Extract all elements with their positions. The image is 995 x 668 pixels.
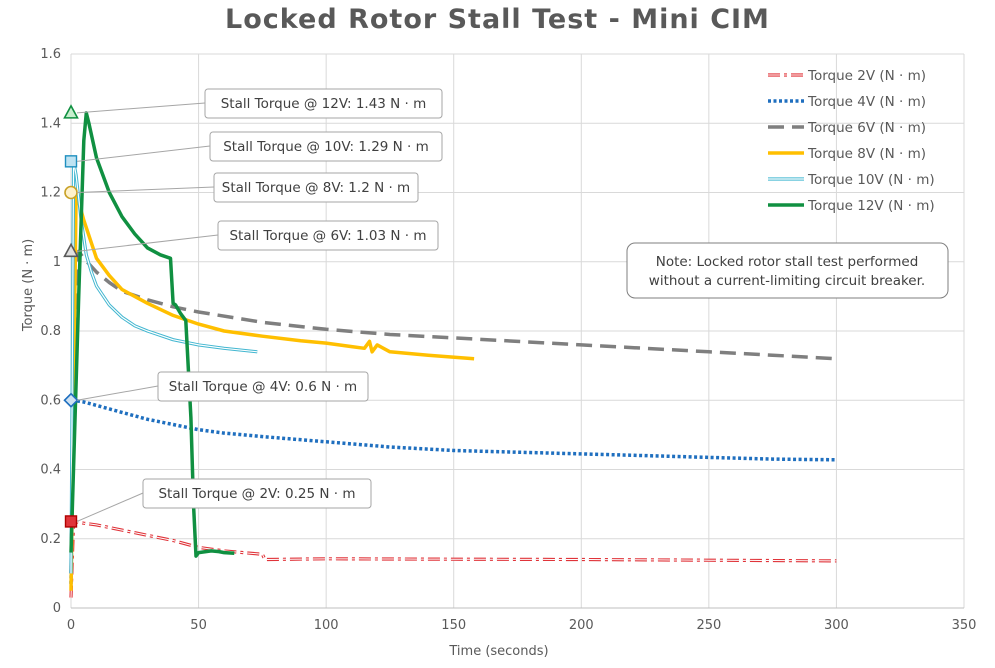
- annotation-leader: [76, 492, 144, 522]
- y-tick-label: 1: [53, 255, 61, 270]
- annotation-label: Stall Torque @ 12V: 1.43 N · m: [221, 96, 427, 112]
- annotation-label: Stall Torque @ 4V: 0.6 N · m: [169, 379, 357, 395]
- y-tick-label: 1.2: [40, 186, 61, 201]
- annotations-layer: Stall Torque @ 12V: 1.43 N · m Stall Torq…: [76, 88, 443, 522]
- note-box: Note: Locked rotor stall test performed …: [626, 242, 949, 299]
- series-12v-line: [69, 111, 235, 558]
- legend-entry-label: Torque 8V (N · m): [807, 146, 926, 162]
- series-8v-line: [69, 190, 475, 591]
- annotation-leader: [76, 145, 211, 162]
- legend-entry-label: Torque 2V (N · m): [807, 68, 926, 84]
- series-10v-line-inner: [70, 160, 258, 574]
- legend-entry-label: Torque 10V (N · m): [807, 172, 935, 188]
- axes: 0 0.2 0.4 0.6 0.8 1 1.2 1.4 1.6 0 50 100 150 200 250 30…: [40, 47, 976, 633]
- annotation-box: [213, 172, 419, 203]
- annotation-label: Stall Torque @ 10V: 1.29 N · m: [223, 139, 429, 155]
- annotation-leader: [76, 186, 215, 193]
- x-tick-label: 200: [569, 618, 594, 633]
- y-tick-label: 1.6: [40, 47, 61, 62]
- annotation-box: [217, 220, 439, 251]
- x-axis-label: Time (seconds): [448, 644, 548, 659]
- note-line-1: Note: Locked rotor stall test performed: [656, 254, 919, 270]
- series-6v-line: [69, 249, 837, 574]
- x-tick-label: 150: [441, 618, 466, 633]
- x-tick-label: 50: [190, 618, 207, 633]
- y-tick-label: 0.6: [40, 393, 61, 408]
- legend-entry-label: Torque 12V (N · m): [807, 198, 935, 214]
- legend-entry-label: Torque 6V (N · m): [807, 120, 926, 136]
- marker-triangle: [63, 104, 79, 119]
- x-tick-label: 0: [67, 618, 75, 633]
- series-2v-line-inner: [70, 520, 837, 598]
- note-line-2: without a current-limiting circuit break…: [649, 273, 925, 289]
- marker-triangle: [63, 242, 79, 258]
- marker-square: [64, 155, 78, 168]
- annotation-leader: [76, 102, 206, 114]
- annotation-label: Stall Torque @ 8V: 1.2 N · m: [222, 180, 410, 196]
- annotation-label: Stall Torque @ 2V: 0.25 N · m: [158, 486, 355, 502]
- series-layer: [69, 111, 837, 598]
- annotation-leader: [76, 385, 159, 401]
- annotation-box: [209, 131, 443, 162]
- chart-title: Locked Rotor Stall Test - Mini CIM: [225, 4, 770, 35]
- y-tick-label: 0.4: [40, 463, 61, 478]
- series-4v-line: [69, 398, 837, 584]
- marker-square: [64, 515, 78, 528]
- annotation-box: [157, 371, 369, 402]
- y-tick-label: 0.2: [40, 532, 61, 547]
- legend-entry-label: Torque 4V (N · m): [807, 94, 926, 110]
- markers-layer: [63, 104, 79, 528]
- annotation-box: [204, 88, 443, 119]
- y-tick-label: 0.8: [40, 324, 61, 339]
- marker-diamond: [63, 392, 79, 408]
- y-axis-label: Torque (N · m): [21, 239, 36, 332]
- marker-circle: [64, 185, 78, 200]
- annotation-box: [142, 478, 372, 509]
- x-tick-label: 100: [314, 618, 339, 633]
- x-tick-label: 350: [952, 618, 977, 633]
- y-tick-label: 1.4: [40, 116, 61, 131]
- legend: Torque 2V (N · m) Torque 4V (N · m) Torque…: [768, 68, 935, 214]
- annotation-leader: [76, 234, 219, 252]
- annotation-label: Stall Torque @ 6V: 1.03 N · m: [229, 228, 426, 244]
- grid: [70, 53, 965, 609]
- x-tick-label: 250: [696, 618, 721, 633]
- y-tick-label: 0: [53, 601, 61, 616]
- x-tick-label: 300: [824, 618, 849, 633]
